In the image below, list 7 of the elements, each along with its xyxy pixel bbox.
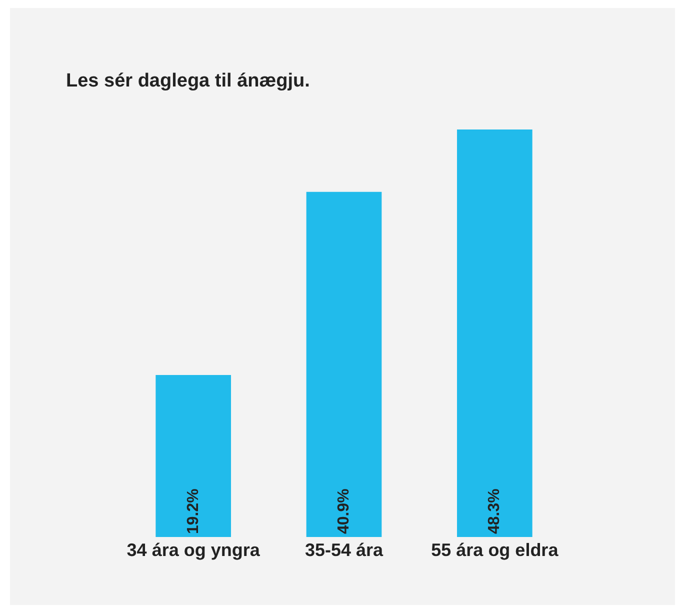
chart-title: Les sér daglega til ánægju. xyxy=(66,70,310,92)
x-tick-label: 34 ára og yngra xyxy=(126,540,261,560)
data-label: 40.9% xyxy=(336,488,352,534)
x-tick-label: 35-54 ára xyxy=(304,540,384,560)
data-label: 19.2% xyxy=(184,488,202,534)
x-tick-label: 55 ára og eldra xyxy=(431,540,560,560)
data-label: 48.3% xyxy=(486,488,504,534)
